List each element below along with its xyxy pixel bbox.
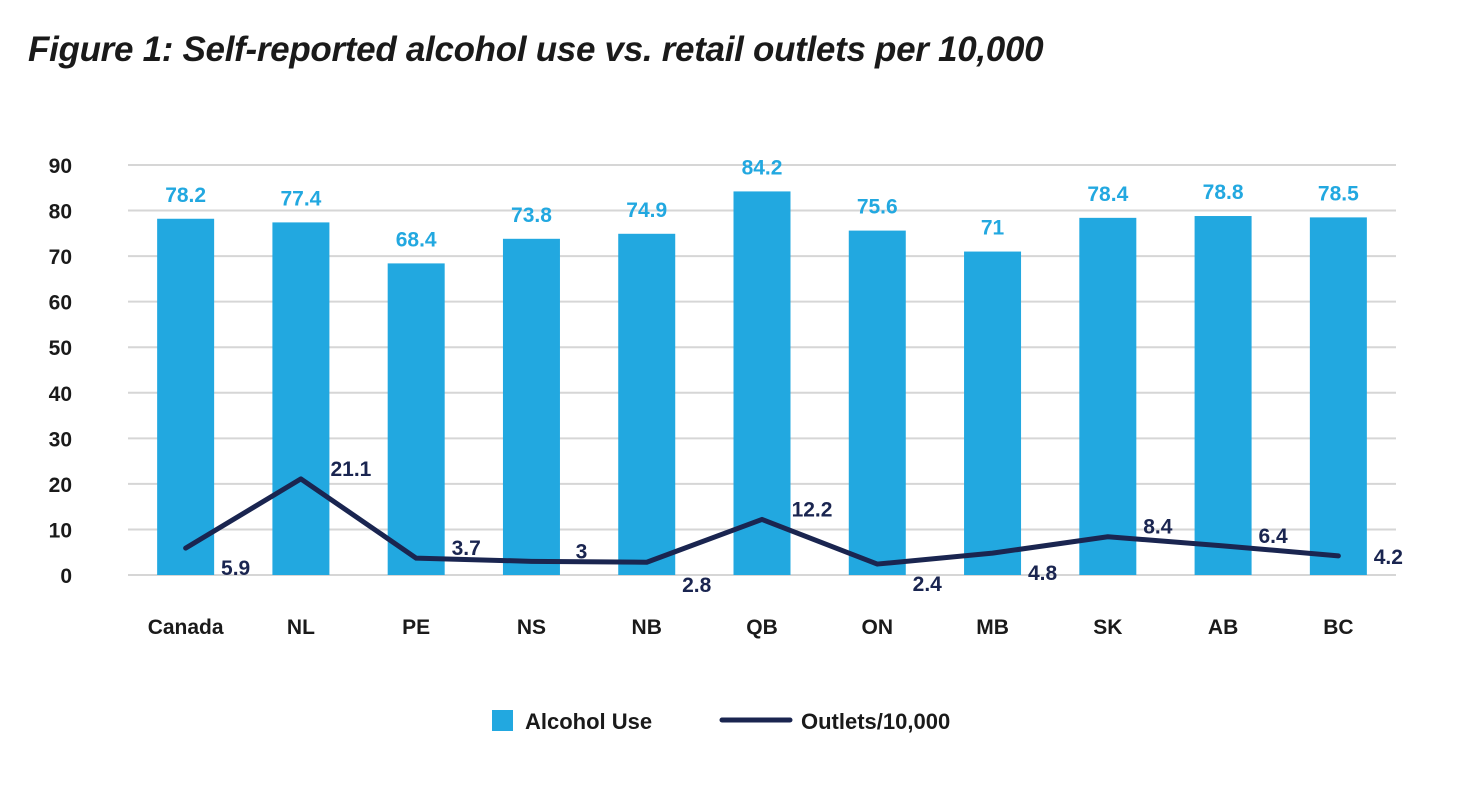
bar-SK: [1079, 217, 1137, 575]
bar-NL: [272, 222, 330, 575]
bar-value-label-PE: 68.4: [396, 228, 437, 251]
bar-BC: [1309, 217, 1367, 575]
bar-NB: [618, 233, 676, 576]
bar-AB: [1194, 216, 1252, 575]
bar-NS: [502, 238, 560, 576]
bar-value-label-QB: 84.2: [742, 156, 783, 179]
bar-value-label-BC: 78.5: [1318, 182, 1359, 205]
legend: Alcohol Use Outlets/10,000: [492, 709, 950, 734]
bar-series: [157, 191, 1367, 576]
x-tick-label-NB: NB: [632, 616, 662, 639]
x-tick-label-MB: MB: [976, 616, 1009, 639]
x-tick-label-NS: NS: [517, 616, 546, 639]
line-value-label-PE: 3.7: [452, 537, 481, 560]
bar-value-label-Canada: 78.2: [165, 184, 206, 207]
y-tick-label-80: 80: [49, 201, 72, 224]
x-tick-label-QB: QB: [746, 616, 778, 639]
bar-QB: [733, 191, 791, 575]
line-value-label-SK: 8.4: [1143, 516, 1173, 539]
line-value-label-NL: 21.1: [330, 458, 371, 481]
bar-Canada: [157, 218, 215, 575]
x-tick-label-Canada: Canada: [148, 616, 224, 639]
y-tick-label-60: 60: [49, 292, 72, 315]
bar-value-label-NS: 73.8: [511, 204, 552, 227]
line-value-label-NS: 3: [576, 540, 588, 563]
y-tick-label-10: 10: [49, 519, 72, 542]
line-value-label-MB: 4.8: [1028, 562, 1058, 585]
line-value-label-Canada: 5.9: [221, 557, 250, 580]
bar-value-label-NB: 74.9: [626, 199, 667, 222]
bar-ON: [848, 230, 906, 575]
legend-swatch-alcohol-use: [492, 710, 513, 731]
y-tick-label-90: 90: [49, 155, 72, 178]
y-tick-label-20: 20: [49, 474, 72, 497]
line-value-label-AB: 6.4: [1258, 525, 1288, 548]
chart-title: Figure 1: Self-reported alcohol use vs. …: [28, 30, 1044, 69]
bar-value-label-NL: 77.4: [280, 187, 321, 210]
bar-value-label-SK: 78.4: [1087, 183, 1128, 206]
bar-value-label-MB: 71: [981, 217, 1005, 240]
x-tick-label-AB: AB: [1208, 616, 1238, 639]
bar-PE: [387, 263, 445, 575]
y-tick-label-30: 30: [49, 428, 72, 451]
legend-label-outlets: Outlets/10,000: [801, 709, 950, 734]
x-tick-label-SK: SK: [1093, 616, 1122, 639]
bar-data-labels: 78.2 77.4 68.4 73.8 74.9 84.2 75.6 71 78.4 78.8 78…: [165, 156, 1359, 251]
line-value-label-ON: 2.4: [913, 573, 943, 596]
y-axis-ticks: 0 10 20 30 40 50 60 70 80 90: [49, 155, 72, 588]
y-tick-label-70: 70: [49, 246, 72, 269]
y-tick-label-50: 50: [49, 337, 72, 360]
line-value-label-BC: 4.2: [1374, 546, 1403, 569]
line-value-label-QB: 12.2: [792, 498, 833, 521]
x-tick-label-PE: PE: [402, 616, 430, 639]
bar-value-label-AB: 78.8: [1203, 181, 1244, 204]
x-tick-label-BC: BC: [1323, 616, 1353, 639]
y-tick-label-0: 0: [60, 565, 72, 588]
legend-label-alcohol-use: Alcohol Use: [525, 709, 652, 734]
y-tick-label-40: 40: [49, 383, 72, 406]
x-tick-label-ON: ON: [862, 616, 894, 639]
bar-value-label-ON: 75.6: [857, 196, 898, 219]
x-axis-ticks: Canada NL PE NS NB QB ON MB SK AB BC: [148, 616, 1354, 639]
bar-MB: [964, 251, 1022, 576]
x-tick-label-NL: NL: [287, 616, 315, 639]
line-series: [183, 476, 1341, 567]
line-data-labels: 5.9 21.1 3.7 3 2.8 12.2 2.4 4.8 8.4 6.4 4.2: [221, 458, 1403, 597]
line-value-label-NB: 2.8: [682, 574, 712, 597]
